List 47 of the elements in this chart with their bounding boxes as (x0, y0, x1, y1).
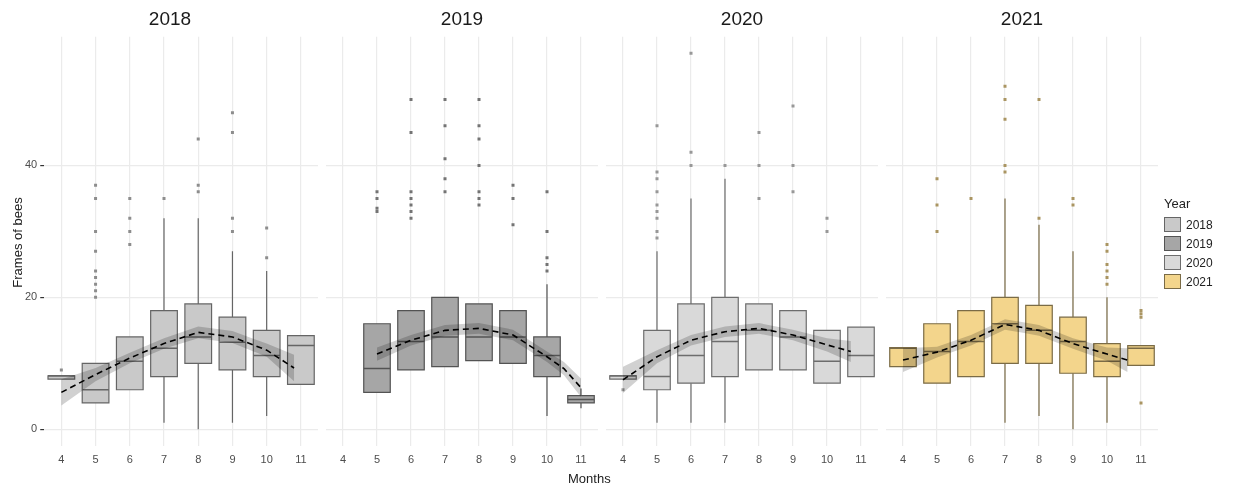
x-tick-label: 5 (373, 453, 381, 466)
y-axis-title: Frames of bees (9, 196, 25, 290)
chart-title: 2020 (720, 7, 764, 29)
chart-title: 2019 (440, 7, 484, 29)
x-tick-label: 6 (967, 453, 975, 466)
legend-label: 2020 (1186, 255, 1213, 270)
x-tick-label: 8 (755, 453, 763, 466)
x-tick-label: 7 (1001, 453, 1009, 466)
chart-title: 2021 (1000, 7, 1044, 29)
x-tick-label: 9 (789, 453, 797, 466)
x-tick-label: 4 (339, 453, 347, 466)
x-tick-label: 10 (260, 453, 273, 466)
x-tick-label: 9 (1069, 453, 1077, 466)
x-tick-label: 11 (1135, 453, 1147, 466)
x-tick-label: 4 (58, 453, 65, 466)
legend-label: 2019 (1186, 236, 1213, 251)
x-axis-title: Months (568, 471, 611, 486)
x-tick-label: 9 (229, 453, 236, 466)
x-tick-label: 7 (441, 453, 449, 466)
x-tick-label: 5 (933, 453, 941, 466)
x-tick-label: 11 (855, 453, 867, 466)
x-tick-label: 6 (687, 453, 695, 466)
legend-label: 2021 (1186, 274, 1213, 289)
x-tick-label: 10 (1100, 453, 1114, 466)
x-tick-label: 8 (195, 453, 202, 466)
x-tick-label: 5 (92, 453, 99, 466)
y-tick-label: 20 (24, 290, 38, 303)
x-tick-label: 10 (540, 453, 554, 466)
legend-label: 2018 (1186, 217, 1213, 232)
x-tick-label: 4 (619, 453, 627, 466)
x-tick-label: 4 (899, 453, 907, 466)
x-tick-label: 7 (160, 453, 168, 466)
x-tick-label: 8 (475, 453, 483, 466)
legend-title: Year (1164, 196, 1192, 211)
x-tick-label: 6 (126, 453, 133, 466)
x-tick-label: 5 (653, 453, 661, 466)
line-series (60, 331, 295, 394)
y-tick-label: 40 (24, 158, 38, 171)
x-tick-label: 6 (407, 453, 415, 466)
x-tick-label: 8 (1035, 453, 1043, 466)
x-tick-label: 11 (295, 453, 307, 466)
y-tick-label: 0 (31, 422, 38, 435)
chart-title: 2018 (148, 7, 192, 29)
x-tick-label: 7 (721, 453, 729, 466)
x-tick-label: 9 (509, 453, 517, 466)
x-tick-label: 11 (575, 453, 587, 466)
x-tick-label: 10 (820, 453, 834, 466)
